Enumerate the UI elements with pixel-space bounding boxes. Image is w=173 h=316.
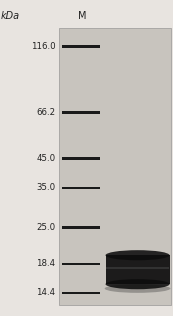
Text: 14.4: 14.4 — [36, 289, 55, 297]
Text: 66.2: 66.2 — [36, 108, 55, 117]
Text: 25.0: 25.0 — [36, 223, 55, 232]
Bar — [62, 111, 100, 114]
Bar — [59, 28, 171, 305]
Text: M: M — [78, 10, 86, 21]
Ellipse shape — [105, 284, 170, 293]
Text: 35.0: 35.0 — [36, 183, 55, 192]
Bar — [62, 187, 100, 189]
Bar — [62, 227, 100, 229]
Text: 116.0: 116.0 — [31, 42, 55, 51]
Bar — [62, 292, 100, 294]
Bar — [62, 263, 100, 265]
Bar — [106, 267, 169, 269]
Ellipse shape — [106, 250, 170, 260]
Bar — [62, 157, 100, 160]
Bar — [62, 45, 100, 48]
Text: 45.0: 45.0 — [36, 154, 55, 163]
Bar — [106, 255, 170, 284]
Ellipse shape — [106, 279, 170, 289]
Text: 18.4: 18.4 — [36, 259, 55, 268]
Text: kDa: kDa — [1, 10, 20, 21]
